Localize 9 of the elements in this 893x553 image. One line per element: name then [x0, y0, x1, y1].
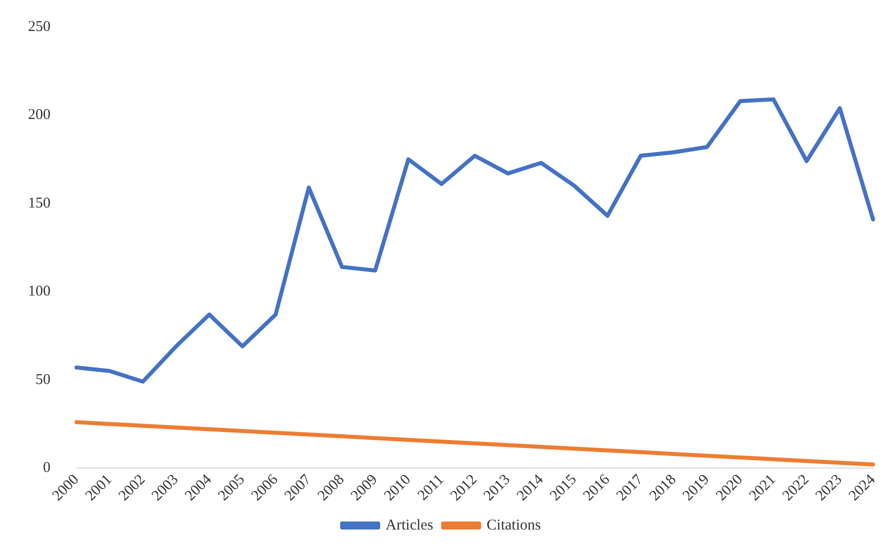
y-tick-label: 200 [28, 107, 50, 124]
legend-label: Articles [386, 517, 434, 534]
x-tick-label: 2011 [415, 472, 448, 504]
y-tick-label: 150 [28, 195, 50, 212]
y-tick-label: 250 [28, 18, 50, 35]
y-tick-label: 100 [28, 284, 50, 300]
legend-label: Citations [486, 517, 541, 534]
y-tick-label: 0 [43, 460, 50, 476]
y-tick-label: 50 [36, 372, 50, 388]
